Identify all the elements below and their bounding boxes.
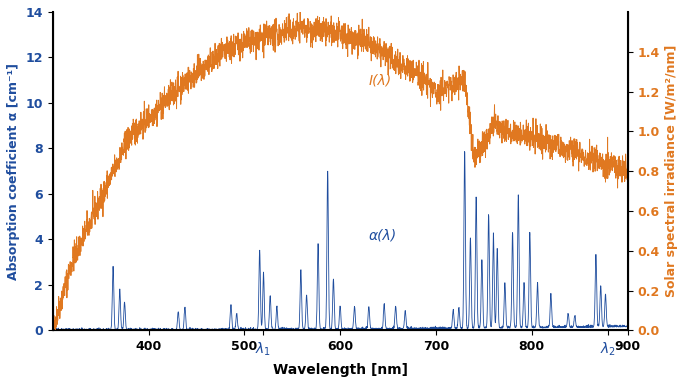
Text: α(λ): α(λ)	[369, 228, 397, 242]
X-axis label: Wavelength [nm]: Wavelength [nm]	[273, 363, 408, 377]
Y-axis label: Solar spectral irradiance [W/m²/nm]: Solar spectral irradiance [W/m²/nm]	[665, 45, 678, 297]
Text: I(λ): I(λ)	[369, 74, 392, 88]
Y-axis label: Absorption coefficient α [cm⁻¹]: Absorption coefficient α [cm⁻¹]	[7, 63, 20, 280]
